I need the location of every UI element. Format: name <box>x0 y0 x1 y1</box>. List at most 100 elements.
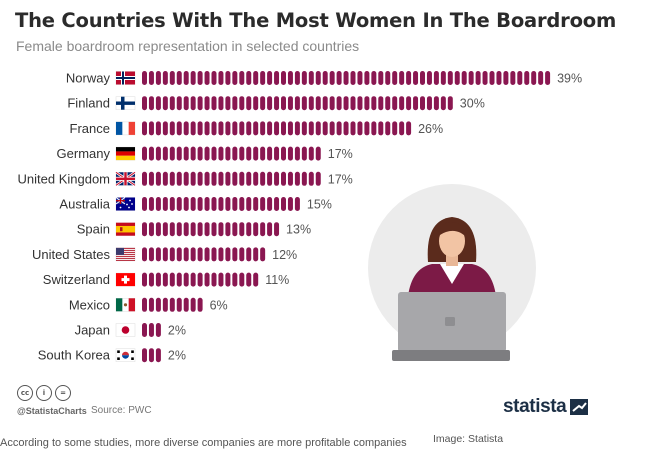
bar-segment <box>267 121 273 136</box>
bar-segment <box>281 171 286 186</box>
bar-segment <box>426 96 432 111</box>
bar-segment <box>142 323 147 337</box>
bar-segment <box>294 171 300 186</box>
bar-segment <box>315 146 321 161</box>
bar-segment <box>211 222 217 237</box>
bar-segment <box>162 96 168 111</box>
flag-australia-icon <box>115 197 136 211</box>
value-label: 2% <box>168 349 186 363</box>
value-label: 26% <box>418 122 443 136</box>
bar-segment <box>176 146 182 161</box>
bar-segment <box>357 96 363 111</box>
bar-segment <box>218 272 224 287</box>
category-label: Switzerland <box>43 272 110 287</box>
bar-segment <box>274 171 280 186</box>
bar-row: Mexico 6% <box>69 297 228 312</box>
bar-segment <box>232 171 238 186</box>
bar-segment <box>190 171 196 186</box>
bar-segment <box>308 146 314 161</box>
bar-segment <box>253 197 259 211</box>
bar-segment <box>176 96 182 111</box>
bar-segment <box>267 71 273 85</box>
bar-segment <box>176 247 182 262</box>
bar-segment <box>239 146 245 161</box>
bar-segment <box>176 71 182 85</box>
flag-japan-icon <box>115 323 136 337</box>
bar-segment <box>162 247 168 262</box>
bar-segment <box>322 96 328 111</box>
brand-logo: statista <box>503 396 589 418</box>
bar <box>142 96 453 111</box>
bar-segment <box>260 71 266 85</box>
bar-segment <box>225 197 231 211</box>
bar <box>142 323 161 337</box>
bar-segment <box>190 222 196 237</box>
bar-segment <box>232 71 238 85</box>
value-label: 12% <box>272 248 297 262</box>
bar-segment <box>204 222 210 237</box>
bar-segment <box>162 222 168 237</box>
bar-segment <box>267 96 273 111</box>
bar-segment <box>371 71 377 85</box>
bar-segment <box>218 247 224 262</box>
bar-segment <box>162 171 168 186</box>
bar <box>142 146 321 161</box>
bar-segment <box>232 247 238 262</box>
bar-segment <box>454 71 460 85</box>
bar-segment <box>308 96 314 111</box>
bar-row: Finland 30% <box>67 96 484 111</box>
bar-segment <box>148 247 154 262</box>
bar-segment <box>148 297 154 312</box>
bar-segment <box>169 121 175 136</box>
bar-segment <box>482 71 488 85</box>
bar-segment <box>190 146 196 161</box>
bar-segment <box>155 121 161 136</box>
social-handle: @StatistaCharts <box>17 406 87 416</box>
flag-switzerland-icon <box>115 272 136 287</box>
bar-segment <box>260 146 266 161</box>
bar <box>142 297 203 312</box>
bar <box>142 272 259 287</box>
category-label: United States <box>32 247 111 262</box>
bar-segment <box>287 197 293 211</box>
bar-segment <box>246 171 252 186</box>
bar-segment <box>183 297 189 312</box>
bar-segment <box>204 146 210 161</box>
chart-subtitle: Female boardroom representation in selec… <box>16 38 360 54</box>
bar-segment <box>329 71 335 85</box>
bar-segment <box>315 71 321 85</box>
bar-segment <box>253 96 259 111</box>
bar-segment <box>274 222 280 237</box>
by-icon: i <box>36 385 52 401</box>
bar-segment <box>399 96 405 111</box>
bar-segment <box>169 171 175 186</box>
bar-segment <box>211 272 217 287</box>
bar-segment <box>489 71 495 85</box>
bar-segment <box>142 348 147 363</box>
bar-segment <box>364 96 370 111</box>
bar-segment <box>287 96 293 111</box>
flag-uk-icon <box>115 171 136 187</box>
bar-segment <box>176 222 182 237</box>
bar-segment <box>148 96 154 111</box>
bar-segment <box>155 348 161 363</box>
flag-mexico-icon <box>115 298 136 312</box>
bar-segment <box>357 121 363 136</box>
bar-segment <box>204 247 210 262</box>
bar-segment <box>155 247 161 262</box>
bar-segment <box>155 297 161 312</box>
category-label: Germany <box>57 146 111 161</box>
bar-segment <box>260 197 266 211</box>
bar <box>142 197 300 211</box>
bar-segment <box>232 146 238 161</box>
bar-segment <box>301 171 307 186</box>
bar-segment <box>399 121 405 136</box>
category-label: Spain <box>77 222 110 237</box>
bar-segment <box>197 96 203 111</box>
bar-segment <box>142 297 147 312</box>
bar-segment <box>406 71 412 85</box>
bar-segment <box>287 171 293 186</box>
bar-segment <box>287 146 293 161</box>
bar-segment <box>162 146 168 161</box>
bar-segment <box>197 247 203 262</box>
